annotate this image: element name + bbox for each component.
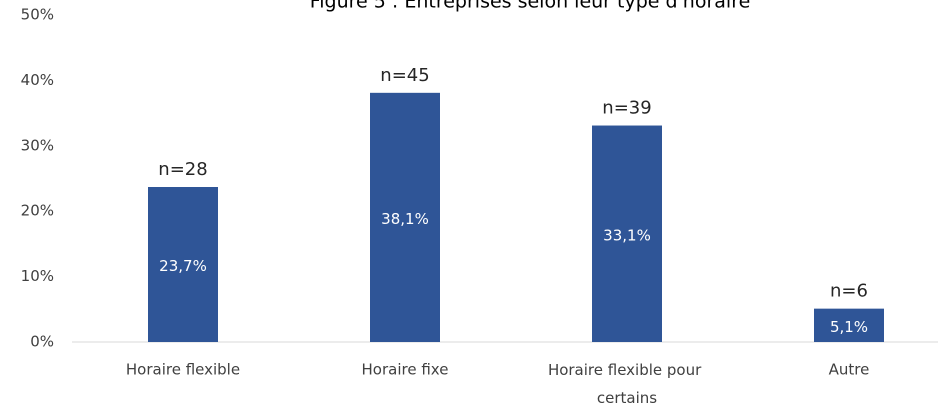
y-tick-label: 20% — [21, 202, 54, 220]
x-tick-label: Autre — [829, 361, 870, 379]
annotation: n=28 — [158, 159, 207, 180]
y-tick-label: 10% — [21, 267, 54, 285]
value-label: 33,1% — [603, 226, 651, 244]
value-label: 23,7% — [159, 257, 207, 275]
value-label: 5,1% — [830, 318, 868, 336]
y-tick-label: 30% — [21, 136, 54, 154]
annotation: n=6 — [830, 281, 868, 302]
bar — [148, 187, 218, 342]
bar — [592, 125, 662, 342]
y-tick-label: 40% — [21, 71, 54, 89]
chart-title: Figure 5 : Entreprises selon leur type d… — [310, 0, 751, 13]
x-tick-label: Horaire fixe — [362, 361, 449, 379]
y-tick-label: 0% — [30, 333, 54, 351]
annotation: n=45 — [380, 65, 429, 86]
y-tick-label: 50% — [21, 6, 54, 24]
bar — [814, 308, 884, 342]
value-label: 38,1% — [381, 210, 429, 228]
bar — [370, 92, 440, 343]
x-tick-label: Horaire flexible — [126, 361, 240, 379]
x-tick-label: Horaire flexible pour certains — [548, 361, 706, 407]
annotation: n=39 — [602, 98, 651, 119]
